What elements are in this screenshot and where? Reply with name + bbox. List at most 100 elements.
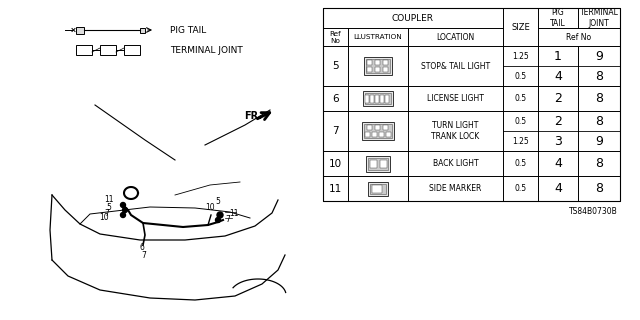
Bar (372, 185, 382, 193)
Bar (578, 151, 620, 176)
Bar (538, 46, 578, 86)
Bar (408, 176, 503, 201)
Bar (503, 111, 538, 151)
Text: 7: 7 (104, 209, 109, 218)
Text: 4: 4 (554, 182, 562, 195)
Circle shape (217, 212, 223, 218)
Text: 11: 11 (229, 209, 239, 218)
Text: 5: 5 (332, 61, 339, 71)
Text: 1.25: 1.25 (512, 137, 529, 146)
Text: TS84B0730B: TS84B0730B (569, 206, 618, 215)
Bar (363, 91, 393, 106)
Text: 9: 9 (595, 50, 603, 62)
Bar (383, 125, 388, 130)
Bar (503, 46, 538, 86)
Text: 4: 4 (554, 157, 562, 170)
Circle shape (122, 207, 127, 212)
Text: 3: 3 (554, 134, 562, 148)
Text: 2: 2 (554, 92, 562, 105)
Text: STOP& TAIL LIGHT: STOP& TAIL LIGHT (421, 61, 490, 70)
Circle shape (120, 212, 125, 218)
Text: 6: 6 (332, 93, 339, 103)
Text: PIG TAIL: PIG TAIL (170, 26, 206, 35)
Bar (578, 86, 620, 111)
Text: 1.25: 1.25 (512, 52, 529, 60)
Bar (408, 151, 503, 176)
Text: TERMINAL
JOINT: TERMINAL JOINT (580, 8, 618, 28)
Bar (76, 27, 84, 34)
Text: LLUSTRATION: LLUSTRATION (354, 34, 403, 40)
Bar (367, 125, 372, 130)
Bar (408, 86, 503, 111)
Bar (503, 151, 538, 176)
Text: 10: 10 (205, 203, 215, 212)
Text: TURN LIGHT
TRANK LOCK: TURN LIGHT TRANK LOCK (431, 121, 479, 141)
Text: 0.5: 0.5 (515, 116, 527, 125)
Bar (370, 95, 374, 103)
Text: BACK LIGHT: BACK LIGHT (433, 159, 478, 168)
Text: 4: 4 (554, 69, 562, 83)
Text: 6: 6 (140, 244, 145, 252)
Bar (503, 86, 538, 111)
Bar (323, 176, 348, 201)
Text: 10: 10 (99, 213, 109, 222)
Text: LOCATION: LOCATION (436, 33, 475, 42)
Text: 8: 8 (595, 157, 603, 170)
Text: TERMINAL JOINT: TERMINAL JOINT (170, 45, 243, 54)
Text: PIG
TAIL: PIG TAIL (550, 8, 566, 28)
Bar (578, 8, 620, 28)
Text: 11: 11 (104, 196, 114, 204)
Bar (408, 28, 503, 46)
Bar (348, 28, 408, 46)
Bar (365, 93, 391, 104)
Text: SIZE: SIZE (511, 22, 530, 31)
Bar (375, 125, 380, 130)
Bar (366, 156, 390, 172)
Text: LICENSE LIGHT: LICENSE LIGHT (427, 94, 484, 103)
Text: 0.5: 0.5 (515, 159, 527, 168)
Bar (348, 86, 408, 111)
Bar (348, 151, 408, 176)
Bar (578, 176, 620, 201)
Text: Ref
No: Ref No (330, 30, 341, 44)
Bar (348, 46, 408, 86)
Bar (323, 111, 348, 151)
Bar (364, 124, 392, 138)
Text: 8: 8 (595, 92, 603, 105)
Bar (372, 132, 377, 137)
Bar (503, 176, 538, 201)
Text: 8: 8 (595, 182, 603, 195)
Bar (100, 45, 116, 55)
Text: 2: 2 (554, 115, 562, 127)
Text: Ref No: Ref No (566, 33, 591, 42)
Bar (76, 45, 92, 55)
Text: 5: 5 (216, 197, 220, 206)
Circle shape (120, 203, 125, 207)
Text: COUPLER: COUPLER (392, 13, 434, 22)
Bar (408, 46, 503, 86)
Bar (408, 111, 503, 151)
Bar (380, 95, 384, 103)
Text: 8: 8 (595, 115, 603, 127)
Bar (365, 95, 369, 103)
Bar (323, 151, 348, 176)
Text: 9: 9 (595, 134, 603, 148)
Text: FR.: FR. (244, 111, 262, 121)
Bar (323, 8, 620, 201)
Bar (362, 122, 394, 140)
Text: 0.5: 0.5 (515, 71, 527, 81)
Bar (375, 60, 380, 65)
Bar (578, 111, 620, 151)
Bar (383, 67, 388, 72)
Bar (538, 151, 578, 176)
Text: 10: 10 (329, 158, 342, 169)
Bar (365, 132, 370, 137)
Bar (370, 183, 386, 194)
Bar (375, 95, 379, 103)
Bar (380, 159, 387, 167)
Bar (383, 60, 388, 65)
Bar (366, 59, 390, 73)
Bar (140, 28, 145, 33)
Bar (367, 67, 372, 72)
Text: 8: 8 (595, 69, 603, 83)
